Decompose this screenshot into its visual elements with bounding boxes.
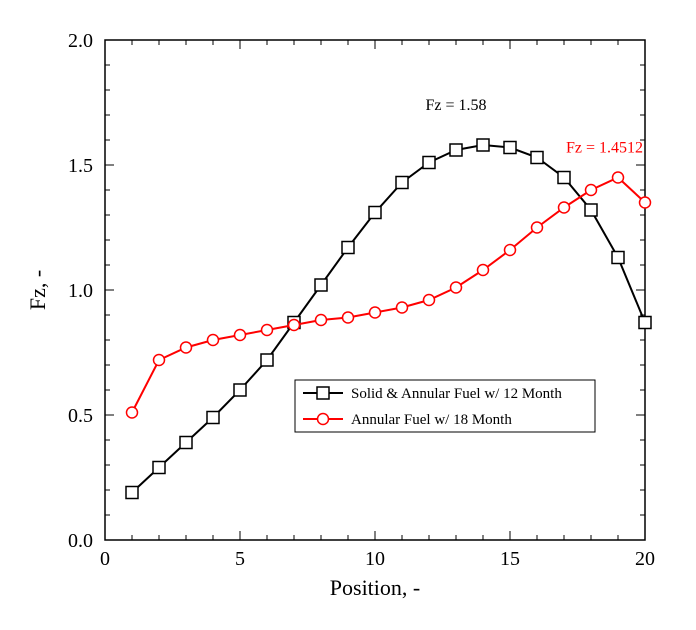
x-tick-label: 10 bbox=[365, 548, 385, 570]
marker-circle bbox=[127, 407, 138, 418]
marker-square bbox=[639, 317, 651, 329]
marker-circle bbox=[559, 202, 570, 213]
marker-square bbox=[234, 384, 246, 396]
y-tick-label: 0.5 bbox=[68, 405, 93, 427]
marker-square bbox=[504, 142, 516, 154]
marker-circle bbox=[316, 315, 327, 326]
marker-circle bbox=[181, 342, 192, 353]
marker-square bbox=[315, 279, 327, 291]
marker-circle bbox=[613, 172, 624, 183]
marker-circle bbox=[289, 320, 300, 331]
x-tick-label: 5 bbox=[235, 548, 245, 570]
marker-square bbox=[531, 152, 543, 164]
series-line-solid_annular bbox=[132, 145, 645, 493]
x-tick-label: 0 bbox=[100, 548, 110, 570]
marker-square bbox=[612, 252, 624, 264]
marker-circle bbox=[640, 197, 651, 208]
legend-marker-circle bbox=[318, 414, 329, 425]
marker-square bbox=[126, 487, 138, 499]
marker-circle bbox=[586, 185, 597, 196]
plot-frame bbox=[105, 40, 645, 540]
marker-square bbox=[153, 462, 165, 474]
x-tick-label: 15 bbox=[500, 548, 520, 570]
marker-square bbox=[396, 177, 408, 189]
marker-square bbox=[369, 207, 381, 219]
marker-circle bbox=[505, 245, 516, 256]
marker-circle bbox=[532, 222, 543, 233]
x-tick-label: 20 bbox=[635, 548, 655, 570]
y-tick-label: 0.0 bbox=[68, 530, 93, 552]
marker-square bbox=[477, 139, 489, 151]
marker-square bbox=[261, 354, 273, 366]
marker-circle bbox=[478, 265, 489, 276]
marker-circle bbox=[424, 295, 435, 306]
marker-circle bbox=[397, 302, 408, 313]
x-axis-title: Position, - bbox=[330, 575, 420, 600]
marker-circle bbox=[154, 355, 165, 366]
legend-label: Solid & Annular Fuel w/ 12 Month bbox=[351, 386, 562, 402]
marker-circle bbox=[370, 307, 381, 318]
marker-square bbox=[180, 437, 192, 449]
marker-square bbox=[585, 204, 597, 216]
marker-square bbox=[423, 157, 435, 169]
series-line-annular_18 bbox=[132, 178, 645, 413]
y-axis-title: Fz, - bbox=[25, 270, 50, 310]
chart-container: 0 5 10 15 20 0.0 0.5 1.0 1.5 2.0 Position, - Fz, - F… bbox=[0, 0, 696, 630]
marker-circle bbox=[262, 325, 273, 336]
marker-circle bbox=[208, 335, 219, 346]
peak-annotation-0: Fz = 1.58 bbox=[425, 97, 486, 114]
peak-annotation-1: Fz = 1.4512 bbox=[566, 140, 643, 157]
marker-circle bbox=[235, 330, 246, 341]
marker-circle bbox=[343, 312, 354, 323]
y-tick-label: 2.0 bbox=[68, 30, 93, 52]
legend-label: Annular Fuel w/ 18 Month bbox=[351, 412, 512, 428]
y-tick-label: 1.5 bbox=[68, 155, 93, 177]
legend-marker-square bbox=[317, 387, 329, 399]
marker-square bbox=[342, 242, 354, 254]
marker-circle bbox=[451, 282, 462, 293]
marker-square bbox=[450, 144, 462, 156]
y-tick-label: 1.0 bbox=[68, 280, 93, 302]
marker-square bbox=[558, 172, 570, 184]
fz-position-chart: 0 5 10 15 20 0.0 0.5 1.0 1.5 2.0 Position, - Fz, - F… bbox=[0, 0, 696, 630]
marker-square bbox=[207, 412, 219, 424]
